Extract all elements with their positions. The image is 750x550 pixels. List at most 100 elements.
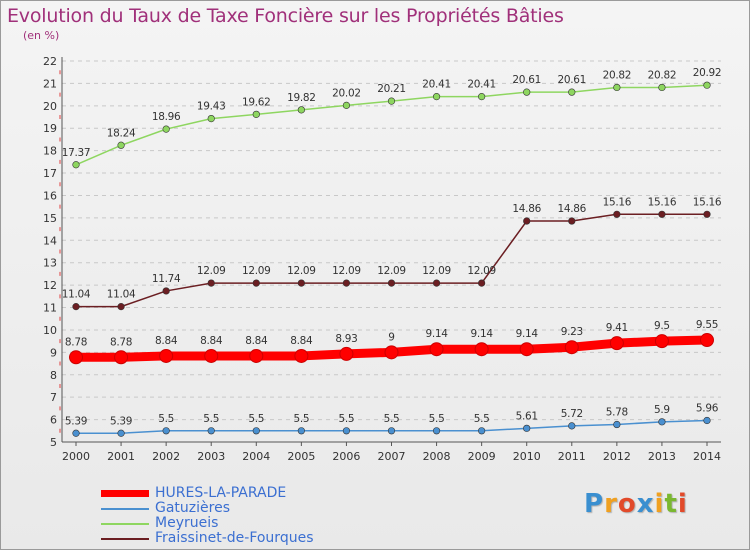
data-point (703, 416, 711, 425)
y-tick-label: 19 (43, 122, 57, 135)
data-point (478, 279, 486, 287)
y-tick-label: 9 (50, 346, 57, 359)
x-tick-label: 2003 (197, 450, 225, 463)
data-point (207, 114, 215, 123)
data-label: 5.5 (158, 413, 174, 425)
data-point (568, 422, 576, 430)
y-tick-label: 7 (50, 391, 57, 404)
data-point (252, 279, 260, 287)
data-label: 15.16 (603, 196, 632, 208)
logo-letter: P (584, 489, 605, 519)
chart-title: Evolution du Taux de Taxe Foncière sur l… (7, 5, 564, 27)
y-tick-label: 5 (50, 436, 57, 449)
legend-swatch-fraissinet (101, 538, 149, 540)
data-label: 5.5 (429, 413, 445, 425)
data-point (207, 427, 215, 435)
x-tick-label: 2012 (603, 450, 631, 463)
data-label: 9.23 (561, 326, 583, 338)
data-point (252, 427, 260, 435)
data-point (564, 340, 579, 355)
data-label: 9 (388, 331, 394, 343)
x-tick-label: 2001 (107, 450, 135, 463)
data-point (117, 141, 125, 149)
data-point (387, 97, 396, 105)
data-label: 20.92 (693, 67, 722, 79)
data-point (432, 427, 441, 435)
data-label: 20.82 (603, 69, 632, 81)
data-label: 5.39 (65, 415, 87, 427)
data-point (474, 342, 489, 357)
data-label: 9.41 (606, 322, 628, 334)
logo-letter: r (604, 489, 618, 519)
data-point (69, 350, 83, 365)
data-label: 8.84 (200, 335, 223, 347)
data-point (387, 279, 396, 287)
data-point (162, 125, 170, 133)
data-label: 5.5 (248, 413, 264, 425)
x-tick-label: 2000 (62, 450, 90, 463)
data-label: 8.84 (155, 335, 178, 347)
data-label: 5.96 (696, 402, 719, 414)
x-tick-label: 2008 (423, 450, 451, 463)
data-point (658, 83, 666, 92)
data-label: 8.84 (290, 335, 313, 347)
data-label: 8.84 (245, 335, 268, 347)
logo-letter: o (617, 489, 637, 519)
data-point (72, 303, 80, 311)
data-label: 12.09 (197, 265, 226, 277)
data-point (249, 348, 264, 363)
legend: HURES-LA-PARADE Gatuzières Meyrueis Frai… (101, 485, 361, 546)
y-tick-label: 18 (43, 145, 57, 158)
data-label: 12.09 (242, 265, 271, 277)
data-point (342, 427, 351, 435)
data-label: 15.16 (648, 196, 677, 208)
data-point (117, 429, 125, 437)
x-tick-label: 2007 (378, 450, 406, 463)
data-label: 12.09 (287, 265, 316, 277)
logo-letter: i (677, 489, 688, 519)
data-point (654, 334, 669, 349)
data-point (207, 279, 215, 287)
logo-letter: x (636, 489, 655, 519)
data-point (478, 427, 486, 435)
data-label: 11.04 (107, 289, 136, 301)
legend-label-fraissinet: Fraissinet-de-Fourques (155, 530, 314, 546)
data-point (159, 348, 174, 363)
y-tick-label: 21 (43, 77, 57, 90)
data-label: 5.39 (110, 415, 132, 427)
data-label: 5.72 (561, 408, 583, 420)
data-point (658, 418, 666, 426)
data-label: 20.61 (512, 74, 541, 86)
data-point (613, 420, 621, 429)
data-label: 19.43 (197, 101, 226, 113)
data-label: 12.09 (332, 265, 361, 277)
x-tick-label: 2004 (242, 450, 270, 463)
data-label: 20.21 (377, 83, 406, 95)
data-label: 9.5 (654, 320, 670, 332)
data-point (252, 110, 260, 118)
data-label: 20.61 (558, 74, 587, 86)
y-tick-label: 16 (43, 189, 57, 202)
data-label: 20.41 (422, 79, 451, 91)
data-point (568, 217, 576, 225)
data-label: 8.78 (65, 336, 87, 348)
data-point (523, 424, 531, 432)
y-tick-label: 13 (43, 257, 57, 270)
data-point (294, 348, 309, 363)
proxiti-logo: Proxiti (584, 489, 688, 519)
data-label: 5.9 (654, 404, 670, 416)
x-tick-label: 2013 (648, 450, 676, 463)
data-label: 9.14 (516, 328, 539, 340)
data-label: 9.14 (425, 328, 448, 340)
data-point (162, 287, 170, 295)
y-tick-label: 14 (43, 234, 57, 247)
data-label: 9.14 (471, 328, 494, 340)
data-point (478, 93, 486, 101)
x-tick-label: 2002 (152, 450, 180, 463)
y-tick-label: 15 (43, 212, 57, 225)
x-tick-label: 2006 (332, 450, 360, 463)
data-point (703, 210, 711, 218)
chart-subtitle: (en %) (23, 29, 60, 42)
data-label: 19.62 (242, 96, 271, 108)
data-label: 11.04 (62, 289, 91, 301)
